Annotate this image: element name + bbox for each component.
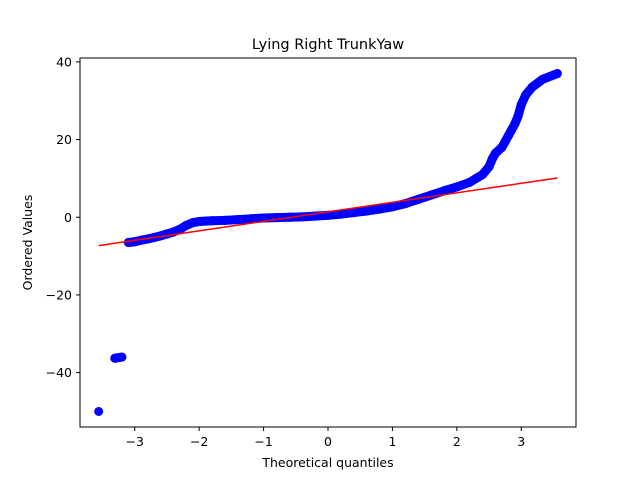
data-point: [110, 353, 120, 363]
x-tick-label: 0: [324, 434, 332, 449]
y-tick-label: 0: [64, 210, 72, 225]
data-point: [413, 194, 423, 204]
y-axis: −40 −20 0 20 40: [46, 54, 80, 380]
data-point: [465, 177, 475, 187]
data-point: [194, 217, 204, 227]
data-point: [246, 214, 256, 224]
data-point: [323, 210, 333, 220]
y-tick-label: −20: [46, 287, 72, 302]
x-tick-label: 3: [517, 434, 525, 449]
data-point: [94, 406, 104, 416]
data-point: [552, 69, 562, 79]
data-point: [201, 216, 211, 226]
data-point: [516, 100, 526, 110]
data-point: [336, 209, 346, 219]
plot-marks: [94, 69, 562, 416]
x-tick-label: 2: [453, 434, 461, 449]
data-point: [439, 186, 449, 196]
data-point: [233, 215, 243, 225]
data-point: [521, 90, 531, 100]
data-point: [538, 74, 548, 84]
y-tick-label: 20: [56, 132, 72, 147]
fit-line: [98, 177, 558, 247]
x-tick-label: −3: [126, 434, 144, 449]
chart-title: Lying Right TrunkYaw: [252, 37, 404, 53]
data-point: [452, 182, 462, 192]
y-tick-label: 40: [56, 54, 72, 69]
x-axis: −3 −2 −1 0 1 2 3: [126, 427, 525, 449]
y-axis-label: Ordered Values: [20, 195, 35, 291]
data-point: [478, 170, 488, 180]
data-point: [387, 202, 397, 212]
y-tick-label: −40: [46, 365, 72, 380]
data-point: [349, 208, 359, 218]
data-point: [271, 213, 281, 223]
data-point: [220, 215, 230, 225]
x-tick-label: −1: [254, 434, 272, 449]
data-point: [510, 119, 520, 129]
data-point: [207, 216, 217, 226]
data-point: [513, 111, 523, 121]
data-point: [297, 212, 307, 222]
x-tick-label: 1: [388, 434, 396, 449]
data-point: [426, 190, 436, 200]
data-point: [375, 204, 385, 214]
data-point: [490, 148, 500, 158]
x-axis-label: Theoretical quantiles: [261, 455, 393, 470]
data-point: [484, 162, 494, 172]
data-point: [362, 206, 372, 216]
data-point: [117, 352, 127, 362]
data-point: [527, 82, 537, 92]
x-tick-label: −2: [190, 434, 208, 449]
